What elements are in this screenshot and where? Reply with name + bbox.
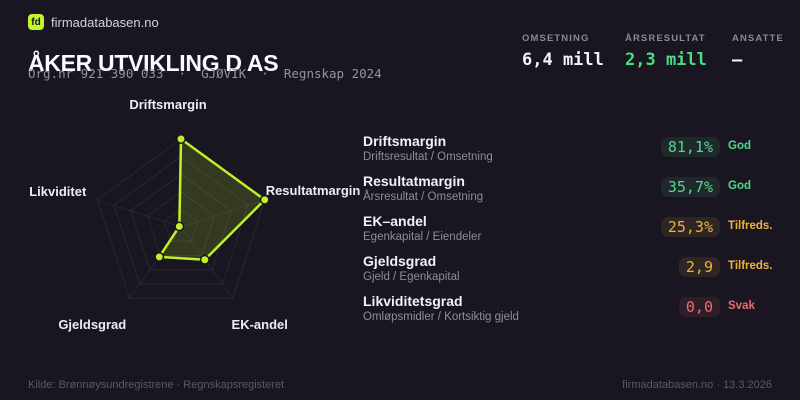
- metric-row: EK–andel Egenkapital / Eiendeler 25,3% T…: [363, 213, 773, 254]
- metric-formula: Omløpsmidler / Kortsiktig gjeld: [363, 311, 519, 323]
- key-figure-label: OMSETNING: [522, 33, 590, 44]
- radar-grid-ring: [113, 155, 249, 285]
- radar-axis-label: Resultatmargin: [266, 183, 360, 198]
- brand-name: firmadatabasen.no: [51, 14, 159, 30]
- metric-title: Driftsmargin: [363, 133, 447, 149]
- radar-grid-ring: [163, 208, 199, 242]
- key-figure: OMSETNING 6,4 mill: [522, 33, 625, 70]
- key-figure-value: 6,4 mill: [522, 50, 604, 70]
- firmadatabasen-logo-icon: fd: [28, 14, 44, 30]
- metric-status-label: Tilfreds.: [728, 260, 773, 272]
- metric-status-label: God: [728, 140, 751, 152]
- key-figure-label: ANSATTE: [732, 33, 784, 44]
- radar-data-point: [154, 251, 165, 262]
- radar-data-point: [174, 221, 185, 232]
- radar-data-point: [199, 254, 210, 265]
- financial-radar-chart: Driftsmargin Resultatmargin EK-andel Gjelds…: [29, 97, 360, 332]
- company-name-title: ÅKER UTVIKLING D AS: [28, 50, 279, 77]
- key-figure-label: ÅRSRESULTAT: [625, 33, 706, 44]
- radar-axis-spoke: [97, 199, 182, 228]
- metric-row: Gjeldsgrad Gjeld / Egenkapital 2,9 Tilfr…: [363, 253, 773, 294]
- radar-axis-label: Likviditet: [29, 184, 87, 199]
- radar-data-point: [176, 134, 186, 144]
- metric-row: Likviditetsgrad Omløpsmidler / Kortsikti…: [363, 294, 772, 334]
- metric-title: EK–andel: [363, 213, 427, 229]
- key-figure: ÅRSRESULTAT 2,3 mill: [625, 33, 732, 70]
- metric-formula: Årsresultat / Omsetning: [363, 191, 484, 203]
- brand-row: fd firmadatabasen.no: [28, 14, 159, 30]
- metric-status-label: Svak: [728, 300, 755, 312]
- metric-title: Gjeldsgrad: [363, 253, 437, 269]
- radar-axis-label: EK-andel: [232, 317, 288, 332]
- metric-title: Likviditetsgrad: [363, 293, 463, 309]
- radar-axis-spoke: [180, 199, 265, 228]
- radar-axis-label: Driftsmargin: [129, 97, 206, 112]
- metric-formula: Gjeld / Egenkapital: [363, 271, 460, 283]
- key-figures: OMSETNING 6,4 mill ÅRSRESULTAT 2,3 mill …: [522, 33, 784, 70]
- metric-value-badge: 35,7%: [660, 177, 720, 197]
- key-figure: ANSATTE –: [732, 33, 784, 70]
- radar-data-polygon: [158, 137, 266, 261]
- metric-value-badge: 0,0: [678, 297, 720, 317]
- radar-grid-ring: [146, 191, 216, 256]
- metric-formula: Egenkapital / Eiendeler: [363, 231, 482, 243]
- metric-row: Driftsmargin Driftsresultat / Omsetning …: [363, 134, 772, 174]
- radar-axis-label: Gjeldsgrad: [58, 317, 126, 332]
- radar-grid-ring: [130, 173, 232, 271]
- metric-row: Resultatmargin Årsresultat / Omsetning 3…: [363, 174, 772, 214]
- metric-value-badge: 25,3%: [660, 217, 720, 237]
- key-figure-value: –: [732, 50, 743, 70]
- key-figure-value: 2,3 mill: [625, 50, 707, 70]
- radar-data-point: [259, 194, 270, 205]
- metrics-list: Driftsmargin Driftsresultat / Omsetning …: [363, 134, 773, 334]
- company-subtitle: Org.nr 921 390 033 · GJØVIK · Regnskap 2…: [28, 66, 382, 81]
- footer-source: Kilde: Brønnøysundregistrene · Regnskaps…: [28, 379, 285, 391]
- metric-value-badge: 2,9: [678, 257, 720, 277]
- metric-status-label: God: [728, 180, 751, 192]
- metric-value-badge: 81,1%: [660, 137, 720, 157]
- footer: Kilde: Brønnøysundregistrene · Regnskaps…: [28, 379, 772, 391]
- metric-title: Resultatmargin: [363, 173, 465, 189]
- metric-formula: Driftsresultat / Omsetning: [363, 151, 493, 163]
- footer-site-date: firmadatabasen.no · 13.3.2026: [622, 379, 772, 391]
- metric-status-label: Tilfreds.: [728, 220, 773, 232]
